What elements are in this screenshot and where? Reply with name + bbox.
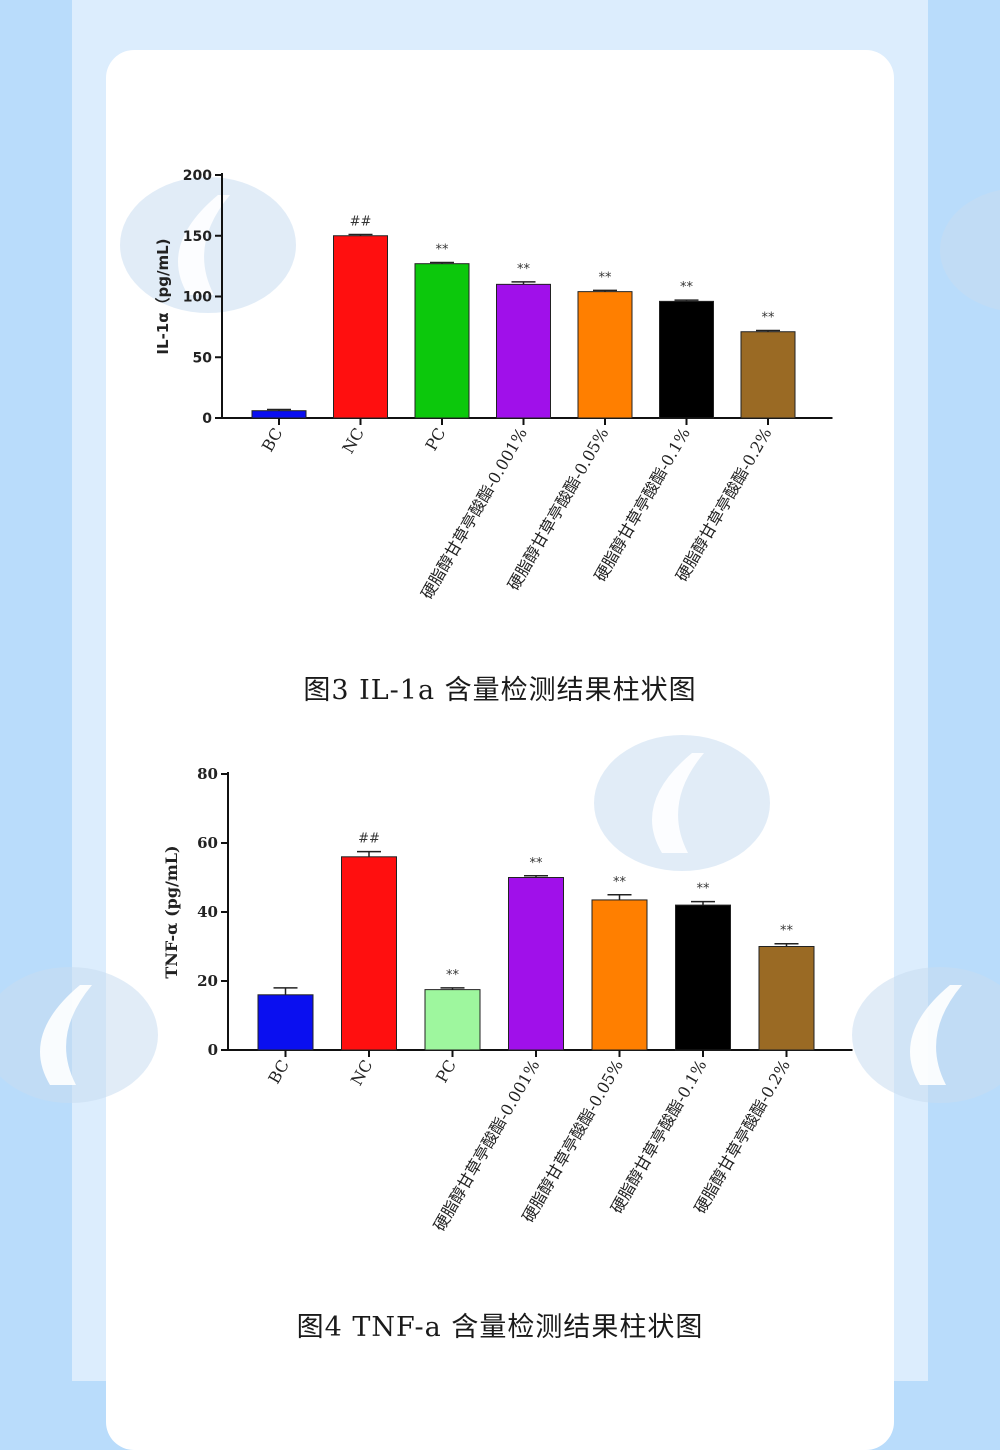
x-tick-label: PC	[432, 1057, 460, 1086]
x-tick-label: 硬脂醇甘草亭酸酯-0.2%	[690, 1057, 793, 1217]
y-tick-label: 150	[183, 229, 212, 245]
figure3-caption: 图3 IL-1a 含量检测结果柱状图	[303, 675, 697, 706]
significance-label: **	[697, 882, 711, 897]
significance-label: **	[780, 924, 794, 939]
significance-label: **	[530, 856, 544, 871]
watermark-logo-icon	[852, 967, 1000, 1103]
bar-6	[758, 946, 815, 1051]
bar-3	[508, 877, 564, 1051]
significance-label: **	[599, 270, 613, 285]
y-tick-label: 20	[197, 972, 218, 990]
y-tick-label: 80	[197, 765, 218, 783]
il1a-bar-chart: 050100150200IL-1α（pg/mL)BC##NC**PC**硬脂醇甘…	[154, 168, 833, 602]
bar-1	[341, 856, 397, 1051]
significance-label: **	[517, 262, 531, 277]
y-tick-label: 60	[197, 834, 218, 852]
y-axis-title: TNF-α (pg/mL)	[162, 845, 181, 978]
x-tick-label: 硬脂醇甘草亭酸酯-0.1%	[607, 1057, 710, 1217]
x-tick-label: BC	[264, 1057, 293, 1088]
significance-label: **	[680, 280, 694, 295]
significance-label: **	[446, 968, 460, 983]
y-tick-label: 0	[202, 411, 212, 427]
bar-4	[577, 291, 633, 419]
x-tick-label: NC	[347, 1057, 377, 1089]
significance-label: **	[613, 875, 627, 890]
tnfa-bar-chart: 0 20 40 60 80 TNF-α (pg/mL) BC ## NC ** PC ** 硬脂醇甘草亭…	[162, 765, 853, 1234]
significance-label: **	[436, 242, 450, 257]
watermark-logo-icon	[0, 967, 158, 1103]
y-axis-title: IL-1α（pg/mL)	[154, 238, 172, 354]
significance-label: ##	[358, 832, 380, 847]
bar-0	[257, 994, 314, 1051]
watermark-logo-icon	[940, 189, 1000, 311]
y-tick-label: 100	[183, 290, 212, 306]
significance-label: ##	[350, 215, 372, 230]
y-tick-label: 0	[208, 1041, 218, 1059]
bar-5	[675, 904, 731, 1051]
watermark-logo-icon	[594, 735, 770, 871]
y-tick-label: 200	[183, 168, 212, 184]
watermark-logo-icon	[120, 177, 296, 313]
y-tick-label: 40	[197, 903, 218, 921]
bar-4	[591, 899, 648, 1051]
y-tick-label: 50	[193, 350, 213, 366]
bar-5	[659, 300, 714, 419]
significance-label: **	[762, 311, 776, 326]
bar-1	[333, 235, 388, 419]
bar-2	[424, 989, 481, 1051]
figure4-caption: 图4 TNF-a 含量检测结果柱状图	[296, 1312, 704, 1343]
